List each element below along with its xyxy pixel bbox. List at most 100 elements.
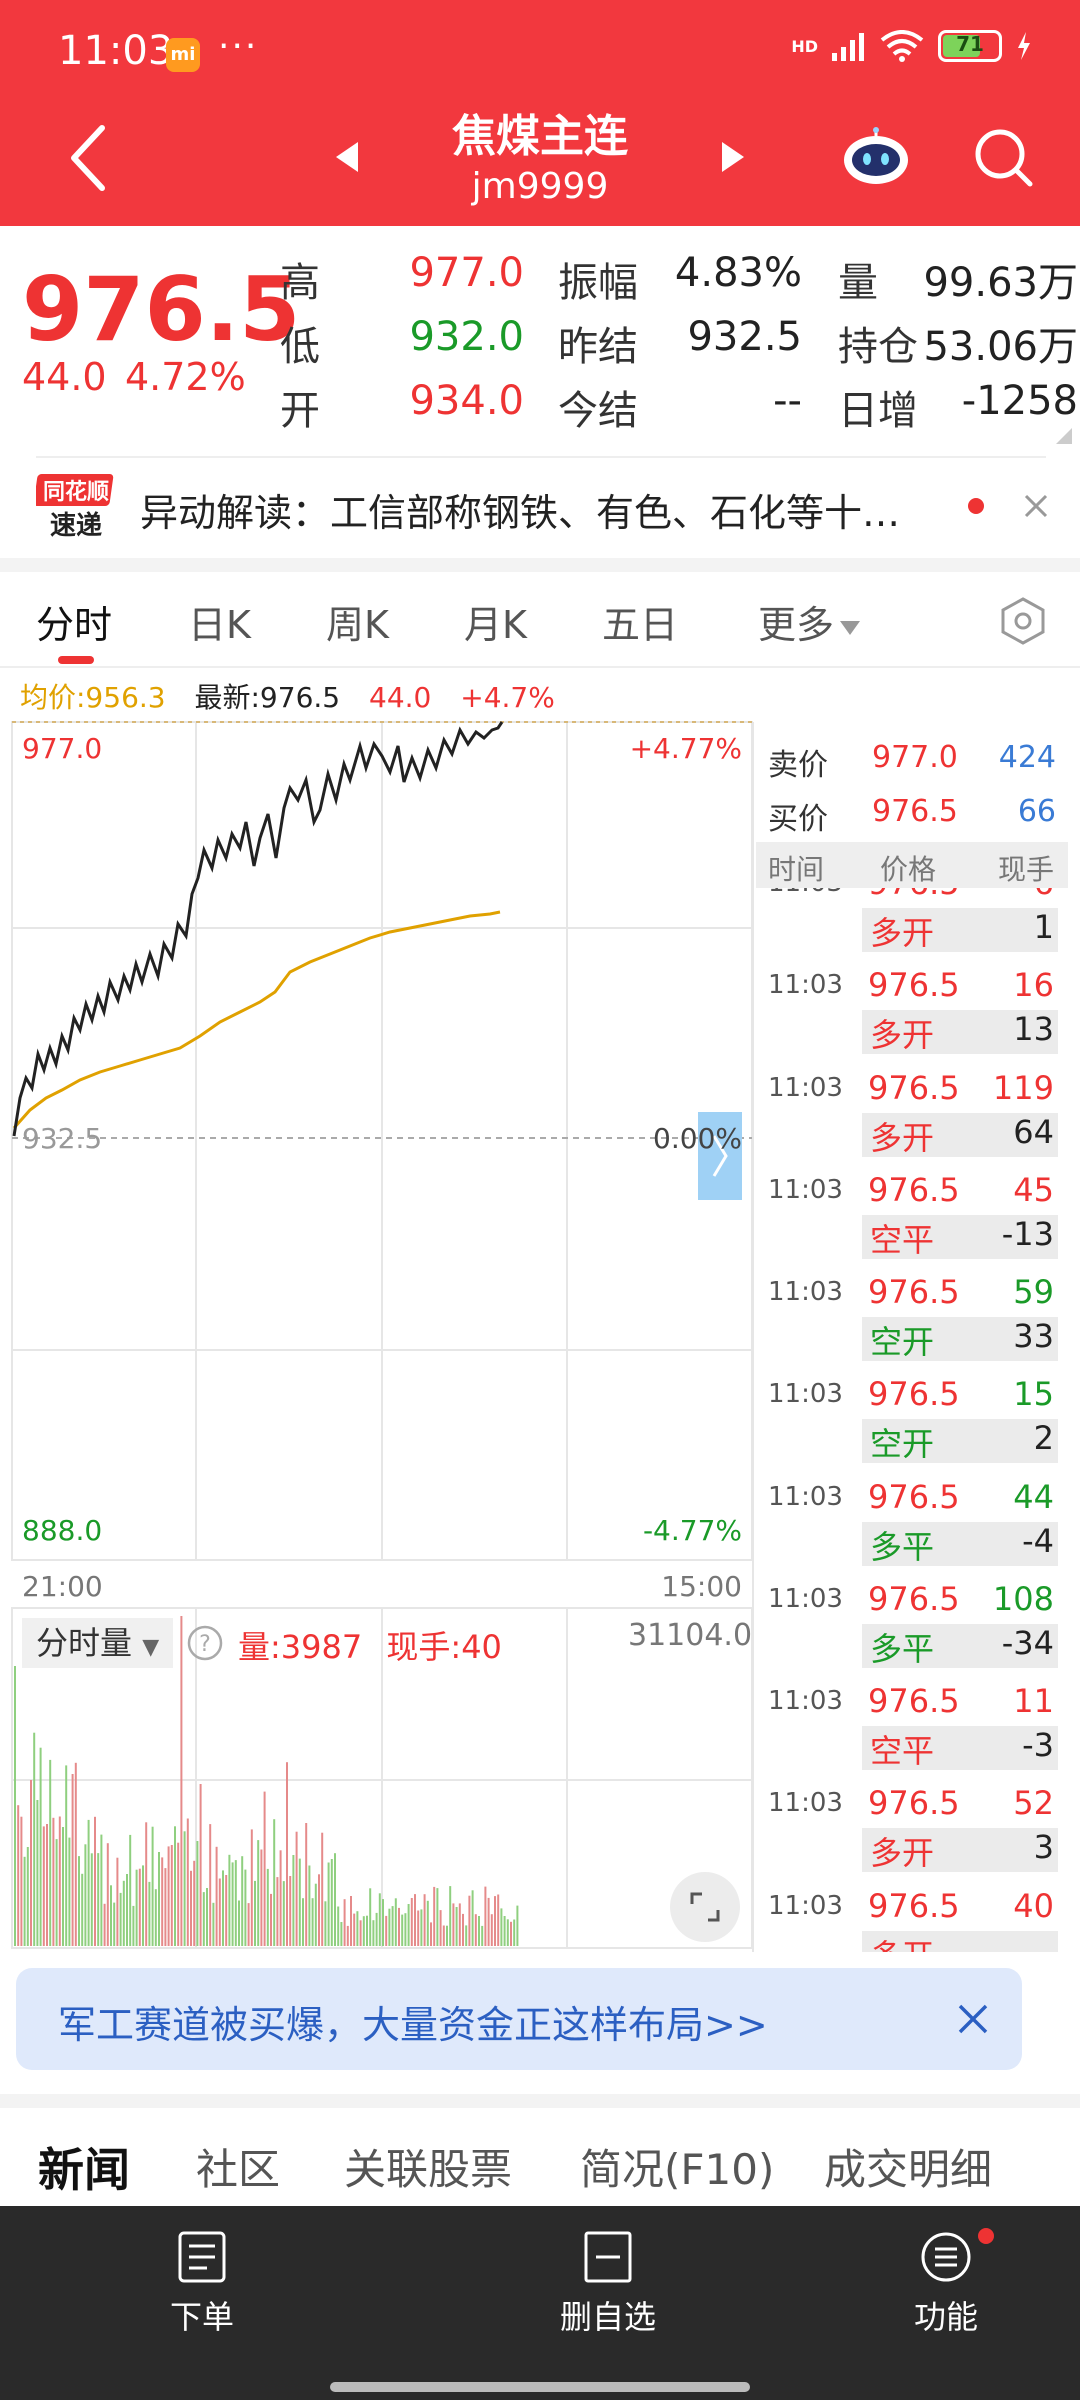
- trade-position-change: 13: [1013, 1010, 1054, 1049]
- volume-bar: [215, 1846, 218, 1946]
- trade-time: 11:03: [768, 1072, 843, 1103]
- chart-tabs: 分时 日K 周K 月K 五日 更多: [0, 572, 1080, 668]
- remove-watchlist-button[interactable]: 删自选: [508, 2230, 708, 2338]
- volume-bar: [478, 1916, 480, 1946]
- low-value: 932.0: [409, 314, 524, 360]
- close-alert-icon[interactable]: [1020, 490, 1052, 522]
- tab-trade-details[interactable]: 成交明细: [824, 2145, 993, 2194]
- tab-more[interactable]: 更多: [758, 594, 861, 649]
- trade-type: 空平: [870, 1732, 935, 1770]
- fullscreen-icon[interactable]: [670, 1872, 740, 1942]
- volume-bar: [279, 1850, 282, 1946]
- volume-bar: [17, 1805, 20, 1946]
- col-time: 时间: [768, 853, 825, 886]
- tab-f10-overview[interactable]: 简况(F10): [580, 2145, 775, 2194]
- trade-position-change: -3: [1022, 1726, 1054, 1764]
- price-change: 44.0: [22, 355, 107, 399]
- header: 11:03 mi ··· HD 71: [0, 0, 1080, 226]
- help-icon[interactable]: ?: [186, 1624, 224, 1662]
- promo-banner[interactable]: 军工赛道被买爆，大量资金正这样布局>>: [16, 1968, 1022, 2070]
- trade-qty: 108: [992, 1579, 1054, 1618]
- tab-intraday[interactable]: 分时: [36, 603, 113, 647]
- back-arrow-icon[interactable]: [58, 118, 118, 198]
- tab-weekly-k[interactable]: 周K: [326, 603, 389, 647]
- volume-bar: [398, 1907, 400, 1946]
- trade-type-bg: [862, 1317, 1058, 1361]
- volume-bar: [382, 1899, 384, 1946]
- trade-qty: 52: [1013, 1784, 1054, 1823]
- trade-time: 11:03: [768, 1890, 843, 1921]
- divider: [36, 456, 1046, 458]
- volume-bar: [471, 1890, 474, 1946]
- chart-top-pct: +4.77%: [629, 732, 742, 765]
- trade-time: 11:03: [768, 1686, 843, 1716]
- mi-app-icon: mi: [166, 38, 200, 72]
- intraday-chart[interactable]: [0, 718, 760, 1958]
- volume-bar: [263, 1791, 266, 1946]
- tab-news[interactable]: 新闻: [38, 2143, 130, 2197]
- charging-icon: [1018, 32, 1030, 60]
- ask-price: 977.0: [872, 740, 958, 775]
- trade-time: 11:03: [768, 1379, 843, 1410]
- trade-price: 976.5: [868, 1886, 960, 1925]
- trade-time: 11:03: [768, 1174, 843, 1205]
- tab-community[interactable]: 社区: [196, 2145, 281, 2194]
- volume-indicator-select[interactable]: 分时量 ▼: [22, 1618, 174, 1668]
- volume-bar: [295, 1831, 298, 1946]
- trade-row: 11:03 976.5 52 多开 3: [756, 1784, 1068, 1890]
- volume-bar: [372, 1920, 375, 1946]
- volume-bar: [167, 1846, 170, 1946]
- next-contract-icon[interactable]: [718, 140, 748, 174]
- open-value: 934.0: [409, 378, 524, 424]
- ths-express-logo: 同花顺 速递: [36, 474, 114, 541]
- volume-bar: [225, 1875, 228, 1946]
- trade-price: 976.5: [868, 1170, 960, 1209]
- functions-button[interactable]: 功能: [846, 2230, 1046, 2338]
- volume-bar: [100, 1834, 103, 1946]
- volume-bar: [74, 1762, 77, 1946]
- tab-monthly-k[interactable]: 月K: [464, 603, 527, 647]
- search-icon[interactable]: [972, 126, 1034, 188]
- tab-daily-k[interactable]: 日K: [188, 603, 251, 647]
- alert-text[interactable]: 异动解读：工信部称钢铁、有色、石化等十…: [140, 491, 901, 535]
- tab-five-day[interactable]: 五日: [602, 603, 679, 647]
- volume-label: 量: [838, 260, 878, 306]
- volume-bar: [250, 1829, 253, 1946]
- promo-text[interactable]: 军工赛道被买爆，大量资金正这样布局>>: [58, 2003, 768, 2047]
- volume-bar: [292, 1855, 295, 1946]
- volume-bar: [436, 1888, 439, 1946]
- volume-bar: [222, 1870, 224, 1946]
- avg-price-label: 均价:956.3: [20, 681, 166, 714]
- ai-assistant-icon[interactable]: [840, 126, 912, 186]
- volume-bar: [46, 1824, 48, 1946]
- volume-bar: [494, 1896, 496, 1946]
- volume-bar: [33, 1732, 36, 1946]
- trades-list[interactable]: 11:03 976.5 6 多开 1 11:03 976.5 16 多开 13 11:03 976.5…: [756, 888, 1068, 1952]
- volume-bar: [458, 1903, 461, 1946]
- prev-contract-icon[interactable]: [332, 140, 362, 174]
- volume-bars: [14, 1616, 519, 1946]
- volume-bar: [455, 1907, 458, 1946]
- remove-watchlist-icon: [584, 2231, 632, 2283]
- volume-bar: [39, 1747, 42, 1946]
- svg-text:同花顺: 同花顺: [43, 479, 109, 505]
- volume-bar: [132, 1905, 135, 1946]
- chart-bottom-pct: -4.77%: [642, 1514, 742, 1547]
- volume-bar: [452, 1903, 455, 1946]
- tab-related-stocks[interactable]: 关联股票: [344, 2145, 513, 2194]
- close-promo-icon[interactable]: [954, 2000, 992, 2038]
- trade-price: 976.5: [868, 1477, 960, 1516]
- news-alert[interactable]: 同花顺 速递 异动解读：工信部称钢铁、有色、石化等十…: [0, 460, 1080, 556]
- trade-type-bg: [862, 1010, 1058, 1055]
- contract-title: 焦煤主连: [452, 111, 628, 162]
- volume-bar: [65, 1765, 68, 1946]
- home-indicator[interactable]: [330, 2382, 750, 2392]
- trade-type-bg: [862, 1623, 1058, 1668]
- place-order-button[interactable]: 下单: [102, 2230, 302, 2338]
- volume-bar: [356, 1911, 359, 1946]
- volume-bar: [84, 1844, 87, 1946]
- expand-arrow-tab[interactable]: [698, 1112, 742, 1200]
- settings-hexagon-icon[interactable]: [998, 596, 1048, 646]
- volume-bar: [340, 1922, 343, 1946]
